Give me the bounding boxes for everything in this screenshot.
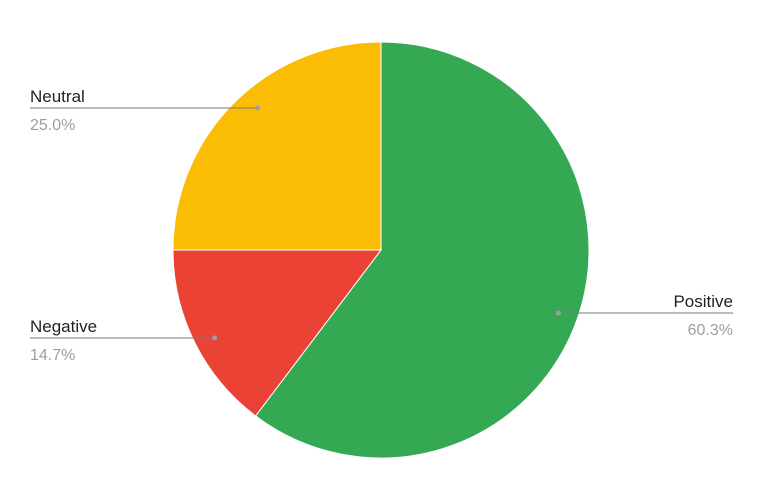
- label-group-negative: Negative 14.7%: [30, 317, 218, 364]
- slice-value-positive: 60.3%: [688, 322, 733, 339]
- label-group-positive: Positive 60.3%: [555, 292, 733, 339]
- slice-label-negative: Negative: [30, 317, 97, 336]
- slice-label-neutral: Neutral: [30, 87, 85, 106]
- label-group-neutral: Neutral 25.0%: [30, 87, 260, 134]
- slice-value-negative: 14.7%: [30, 347, 75, 364]
- leader-dot-positive: [555, 310, 561, 316]
- slice-negative: [172, 249, 383, 417]
- slice-positive: [254, 41, 590, 459]
- pie-slices: [172, 41, 590, 459]
- slice-neutral: [172, 41, 382, 251]
- leader-dot-neutral: [254, 105, 260, 111]
- leader-dot-negative: [212, 335, 218, 341]
- slice-label-positive: Positive: [673, 292, 733, 311]
- slice-labels: Positive 60.3% Negative 14.7% Neutral 25.0%: [30, 87, 733, 364]
- slice-value-neutral: 25.0%: [30, 117, 75, 134]
